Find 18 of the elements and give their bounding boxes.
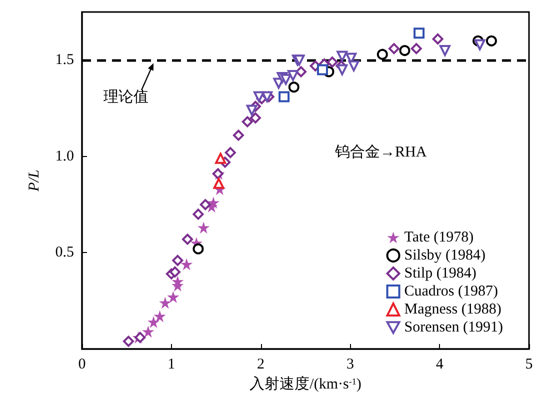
- y-tick-label: 0.5: [55, 244, 74, 261]
- y-tick-label: 1.5: [55, 52, 74, 68]
- legend-label: Cuadros (1987): [404, 284, 498, 300]
- x-tick-label: 1: [168, 356, 176, 372]
- legend-label: Sorensen (1991): [404, 320, 504, 336]
- y-axis-title: P/L: [26, 170, 42, 192]
- x-tick-label: 3: [346, 356, 354, 372]
- ref-line-label: 理论值: [104, 88, 149, 106]
- annotation: 钨合金→RHA: [334, 144, 427, 160]
- legend-label: Silsby (1984): [404, 248, 486, 264]
- x-tick-label: 0: [78, 356, 86, 372]
- x-tick-label: 4: [436, 356, 444, 372]
- y-tick-label: 1.0: [55, 148, 74, 164]
- legend-label: Stilp (1984): [404, 266, 476, 282]
- x-tick-label: 2: [257, 356, 265, 372]
- legend-label: Tate (1978): [404, 230, 474, 246]
- legend-label: Magness (1988): [404, 302, 502, 318]
- x-tick-label: 5: [525, 356, 533, 372]
